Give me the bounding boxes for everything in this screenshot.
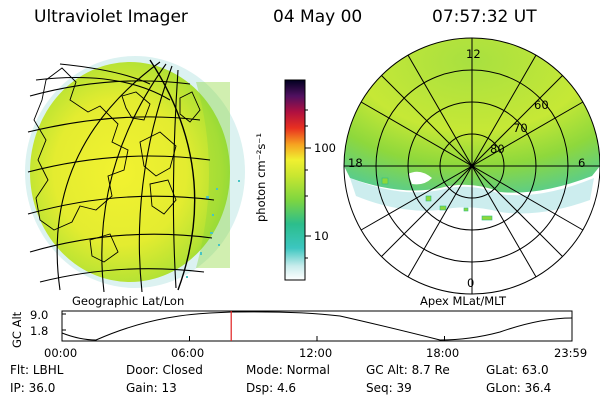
altitude-xtick-2: 12:00 — [299, 346, 333, 360]
altitude-xtick-0: 00:00 — [44, 346, 78, 360]
colorbar-label: photon cm⁻²s⁻¹ — [254, 133, 268, 222]
altitude-xtick-1: 06:00 — [171, 346, 205, 360]
lat-label-60: 60 — [534, 98, 549, 112]
mlt-label-0: 0 — [467, 276, 475, 290]
colorbar-tick-100: 100 — [314, 141, 336, 155]
info-glat: GLat: 63.0 — [486, 363, 549, 377]
mlt-label-18: 18 — [348, 156, 363, 170]
mlt-label-12: 12 — [466, 47, 481, 61]
altitude-plot — [61, 310, 573, 342]
info-ip: IP: 36.0 — [10, 381, 56, 395]
info-door: Door: Closed — [126, 363, 203, 377]
altitude-xtick-4: 23:59 — [554, 346, 588, 360]
polar-plot — [343, 37, 600, 295]
colorbar-tick-10: 10 — [314, 229, 329, 243]
instrument-title: Ultraviolet Imager — [34, 7, 188, 27]
info-flt: Flt: LBHL — [10, 363, 64, 377]
lat-label-80: 80 — [490, 142, 505, 156]
altitude-ytick-low: 1.8 — [30, 324, 49, 338]
altitude-xtick-3: 18:00 — [426, 346, 460, 360]
earth-image — [25, 56, 245, 292]
info-gc-alt: GC Alt: 8.7 Re — [366, 363, 450, 377]
info-mode: Mode: Normal — [246, 363, 330, 377]
info-gain: Gain: 13 — [126, 381, 177, 395]
lat-label-70: 70 — [513, 121, 528, 135]
altitude-ylabel: GC Alt — [10, 311, 24, 348]
info-dsp: Dsp: 4.6 — [246, 381, 297, 395]
left-panel-caption: Geographic Lat/Lon — [72, 294, 185, 308]
info-glon: GLon: 36.4 — [486, 381, 552, 395]
colorbar — [284, 79, 311, 281]
time-label: 07:57:32 UT — [432, 7, 537, 27]
mlt-label-6: 6 — [578, 156, 586, 170]
info-seq: Seq: 39 — [366, 381, 412, 395]
right-panel-caption: Apex MLat/MLT — [420, 294, 507, 308]
altitude-ytick-high: 9.0 — [30, 308, 49, 322]
date-label: 04 May 00 — [273, 7, 363, 27]
